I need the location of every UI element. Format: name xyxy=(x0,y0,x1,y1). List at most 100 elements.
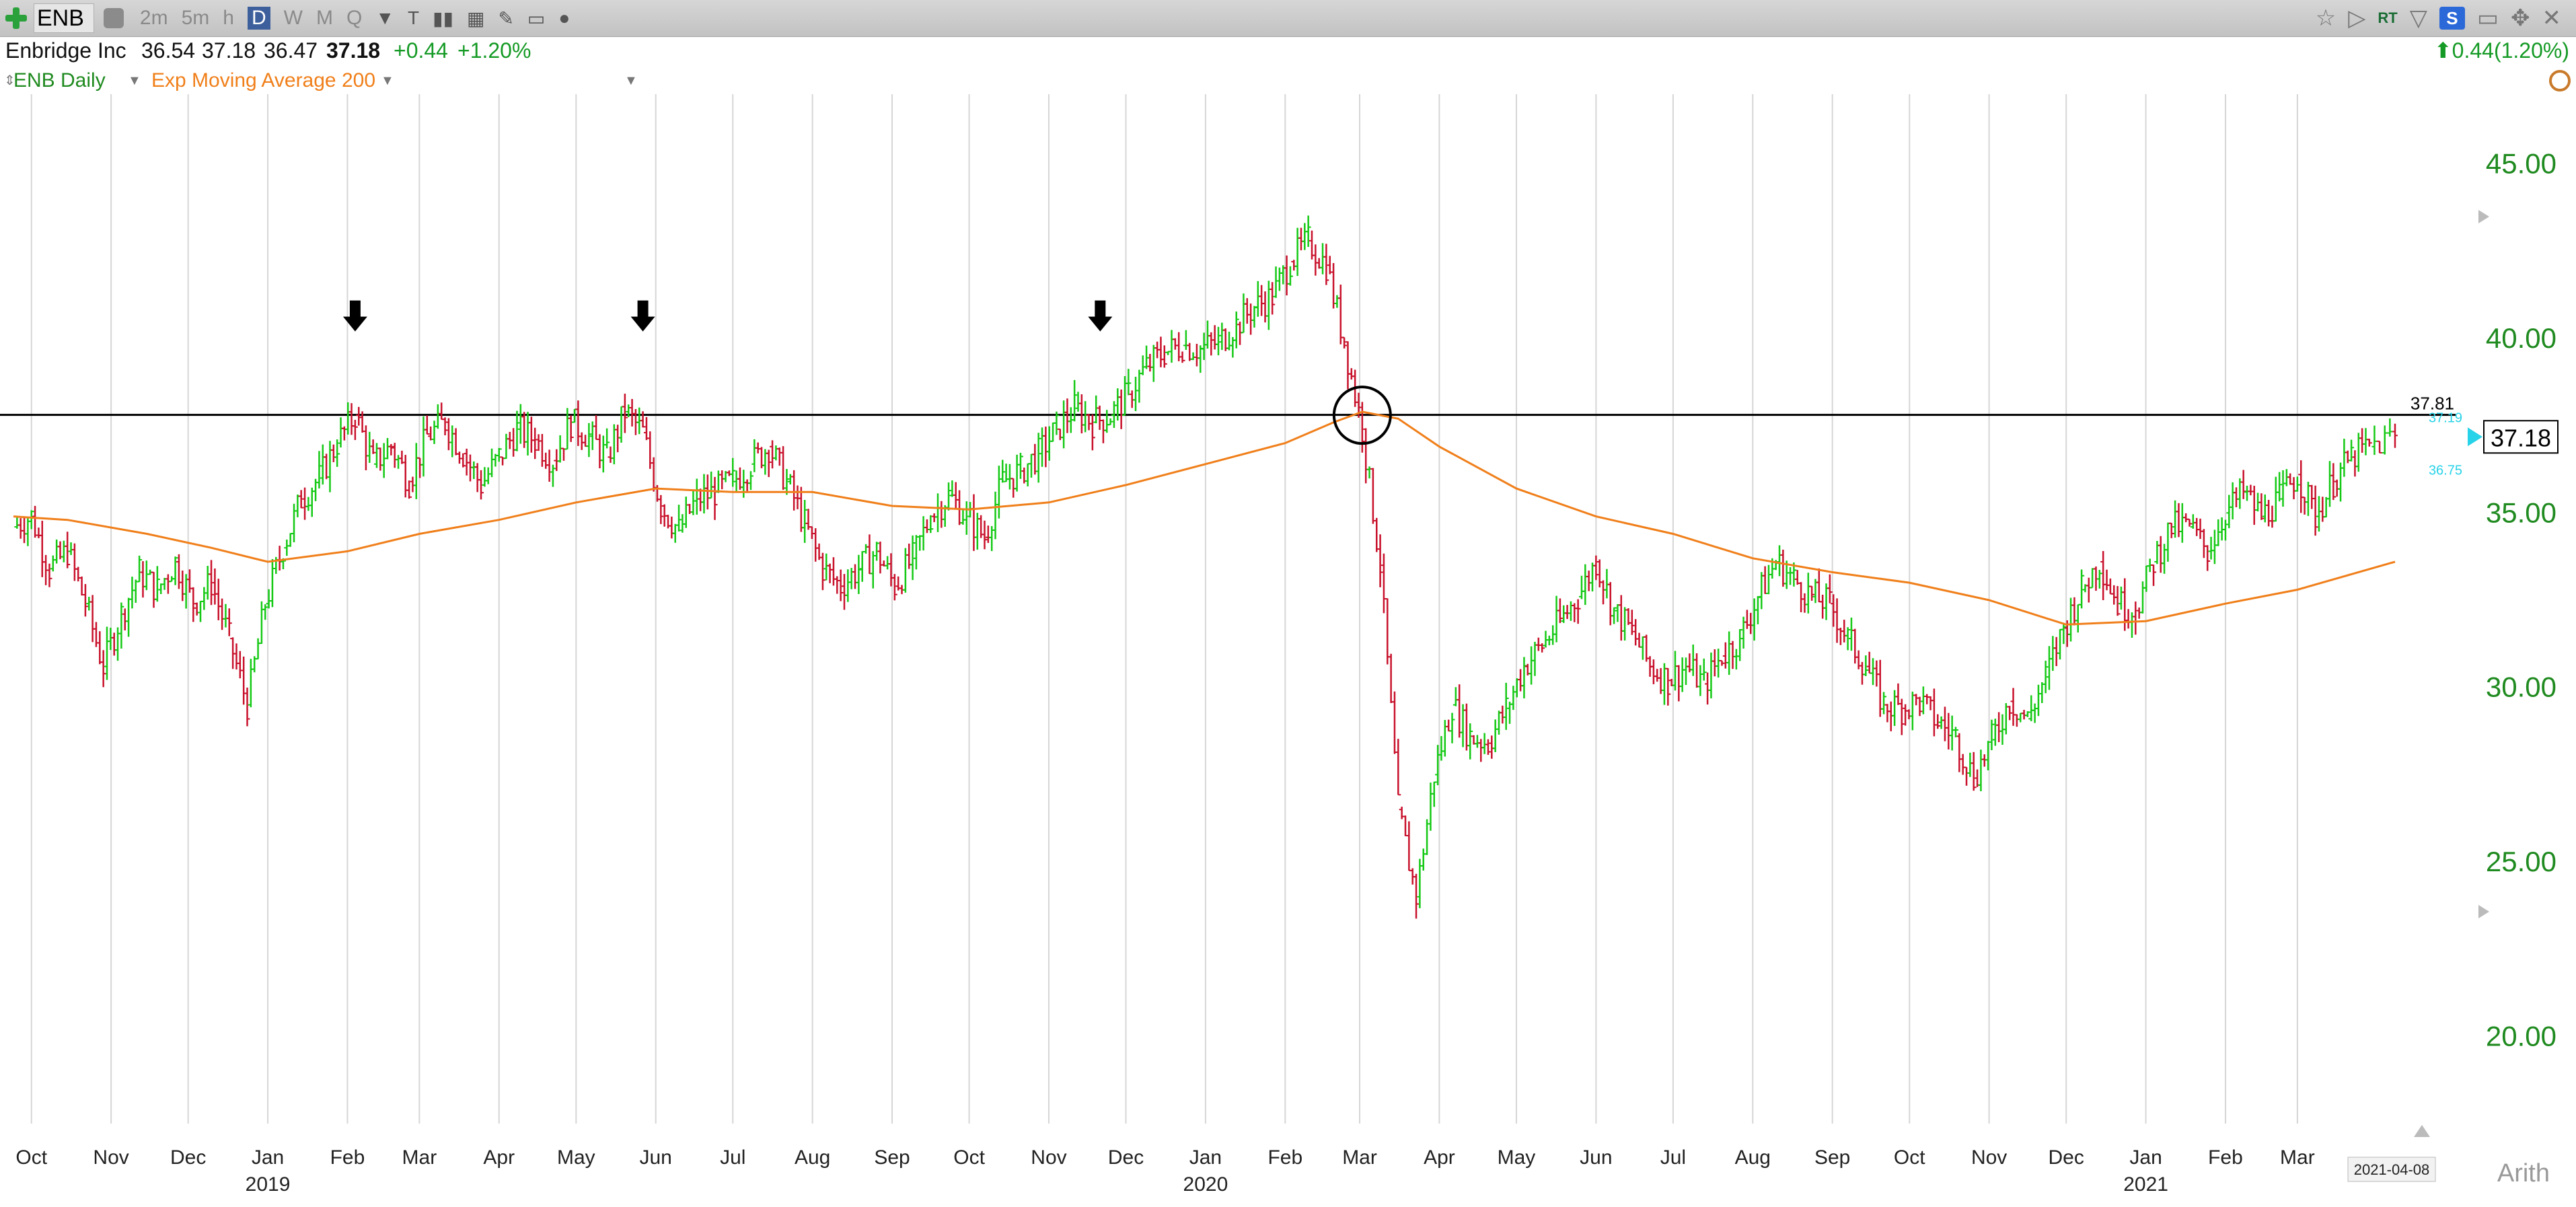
x-tick-label: Mar xyxy=(2280,1146,2315,1169)
layout-icon[interactable]: ▭ xyxy=(527,7,546,29)
small-price-label: 36.75 xyxy=(2429,463,2462,478)
x-tick-label: Oct xyxy=(15,1146,47,1169)
draw-pencil-icon[interactable]: ✎ xyxy=(498,7,514,29)
settings-gear-icon[interactable] xyxy=(103,8,124,28)
x-tick-label: Feb xyxy=(330,1146,365,1169)
resistance-line-label: 37.81 xyxy=(2411,394,2454,414)
x-tick-label: Aug xyxy=(1735,1146,1771,1169)
interval-quarterly[interactable]: Q xyxy=(346,7,363,29)
interval-dropdown-icon[interactable]: ▼ xyxy=(375,7,395,28)
x-tick-label: Dec xyxy=(1108,1146,1144,1169)
x-tick-label: Mar xyxy=(402,1146,437,1169)
filter-icon[interactable]: ▽ xyxy=(2409,5,2427,31)
x-tick-label: Jul xyxy=(1660,1146,1686,1169)
x-tick-label: Oct xyxy=(1894,1146,1925,1169)
x-tick-label: Apr xyxy=(483,1146,515,1169)
save-icon[interactable]: ▭ xyxy=(2476,5,2499,31)
interval-weekly[interactable]: W xyxy=(283,7,303,29)
x-tick-label: Oct xyxy=(953,1146,985,1169)
y-tick-label: 40.00 xyxy=(2486,322,2556,354)
x-year-label: 2020 xyxy=(1183,1173,1228,1196)
legend-indicator-label[interactable]: Exp Moving Average 200 xyxy=(151,69,376,92)
y-tick-label: 30.00 xyxy=(2486,671,2556,703)
down-arrow-annotation xyxy=(1088,300,1113,332)
date-badge-box xyxy=(2347,1157,2436,1182)
date-badge: 2021-04-08 xyxy=(2354,1161,2430,1178)
symbol-box[interactable]: ENB xyxy=(34,3,94,33)
scroll-down-icon xyxy=(2478,905,2489,918)
toolbar-right: ☆ ▷ RT ▽ S ▭ ✥ ✕ xyxy=(2316,5,2576,32)
toolbar: ENB 2m 5m h D W M Q ▼ T ▮▮ ▦ ✎ ▭ ● ☆ ▷ R… xyxy=(0,0,2576,37)
circle-annotation xyxy=(1332,386,1392,445)
scroll-up-icon xyxy=(2478,210,2489,223)
ema-200-line xyxy=(13,410,2396,626)
down-arrow-annotation xyxy=(630,300,655,332)
open-price: 36.54 xyxy=(141,38,196,63)
x-tick-label: Jun xyxy=(1580,1146,1612,1169)
x-tick-label: Apr xyxy=(1424,1146,1455,1169)
y-tick-label: 35.00 xyxy=(2486,497,2556,528)
star-icon[interactable]: ☆ xyxy=(2315,5,2336,31)
y-tick-label: 45.00 xyxy=(2486,148,2556,180)
x-tick-label: Jan xyxy=(252,1146,284,1169)
high-price: 37.18 xyxy=(202,38,256,63)
interval-daily[interactable]: D xyxy=(247,7,270,30)
legend-row: ⇕ ENB Daily ▼ Exp Moving Average 200 ▼ ▼ xyxy=(0,67,673,94)
grid-icon[interactable]: ▦ xyxy=(466,7,485,29)
realtime-label[interactable]: RT xyxy=(2378,9,2398,26)
x-tick-label: Mar xyxy=(1342,1146,1377,1169)
close-icon[interactable]: ✕ xyxy=(2542,5,2562,31)
link-dots-icon[interactable]: ● xyxy=(558,7,571,28)
x-tick-label: May xyxy=(557,1146,595,1169)
y-tick-label: 25.00 xyxy=(2486,846,2556,877)
x-tick-label: Dec xyxy=(2049,1146,2084,1169)
low-price: 36.47 xyxy=(264,38,318,63)
interval-5m[interactable]: 5m xyxy=(181,7,210,29)
x-tick-label: Jan xyxy=(1189,1146,1222,1169)
last-price-box xyxy=(2483,420,2559,454)
bar-style-icon[interactable]: ▮▮ xyxy=(433,7,453,29)
text-tool-icon[interactable]: T xyxy=(408,7,420,28)
price-change: +0.44 xyxy=(394,38,448,63)
y-tick-label: 20.00 xyxy=(2486,1020,2556,1052)
move-icon[interactable]: ✥ xyxy=(2511,5,2530,31)
up-arrow-icon: ⬆ xyxy=(2433,38,2452,63)
x-tick-label: Aug xyxy=(795,1146,830,1169)
legend-menu-icon[interactable]: ▼ xyxy=(624,73,638,88)
right-change-value: 0.44(1.20%) xyxy=(2452,38,2569,63)
interval-2m[interactable]: 2m xyxy=(139,7,168,29)
company-name: Enbridge Inc xyxy=(5,38,126,63)
x-tick-label: Jun xyxy=(640,1146,672,1169)
interval-hour[interactable]: h xyxy=(223,7,234,29)
x-tick-label: Feb xyxy=(2208,1146,2243,1169)
down-arrow-annotation xyxy=(342,300,367,332)
flag-icon[interactable]: ▷ xyxy=(2348,5,2366,31)
toolbar-left: ENB 2m 5m h D W M Q ▼ T ▮▮ ▦ ✎ ▭ ● xyxy=(0,0,577,36)
x-tick-label: Nov xyxy=(93,1146,128,1169)
interval-monthly[interactable]: M xyxy=(316,7,333,29)
x-tick-label: Dec xyxy=(170,1146,206,1169)
zoom-handle-icon xyxy=(2414,1125,2430,1137)
s-badge[interactable]: S xyxy=(2439,7,2465,30)
x-tick-label: Sep xyxy=(874,1146,910,1169)
legend-series-label[interactable]: ENB Daily xyxy=(13,69,106,92)
x-tick-label: Jan xyxy=(2129,1146,2162,1169)
last-price-marker-icon xyxy=(2468,427,2482,447)
series-dropdown-icon[interactable]: ▼ xyxy=(128,73,141,88)
x-tick-label: Nov xyxy=(1971,1146,2007,1169)
x-year-label: 2019 xyxy=(246,1173,291,1196)
x-tick-label: Sep xyxy=(1814,1146,1850,1169)
palette-icon xyxy=(2549,70,2571,92)
indicator-dropdown-icon[interactable]: ▼ xyxy=(381,73,394,88)
x-tick-label: Nov xyxy=(1031,1146,1066,1169)
price-change-pct: +1.20% xyxy=(457,38,531,63)
legend-move-icon[interactable]: ⇕ xyxy=(4,73,15,88)
small-price-label: 37.19 xyxy=(2429,411,2462,426)
add-plus-icon[interactable] xyxy=(4,6,28,30)
quote-row: Enbridge Inc 36.54 37.18 36.47 37.18 +0.… xyxy=(0,36,2576,65)
last-price: 37.18 xyxy=(326,38,381,63)
x-tick-label: Jul xyxy=(720,1146,745,1169)
x-tick-label: May xyxy=(1498,1146,1536,1169)
